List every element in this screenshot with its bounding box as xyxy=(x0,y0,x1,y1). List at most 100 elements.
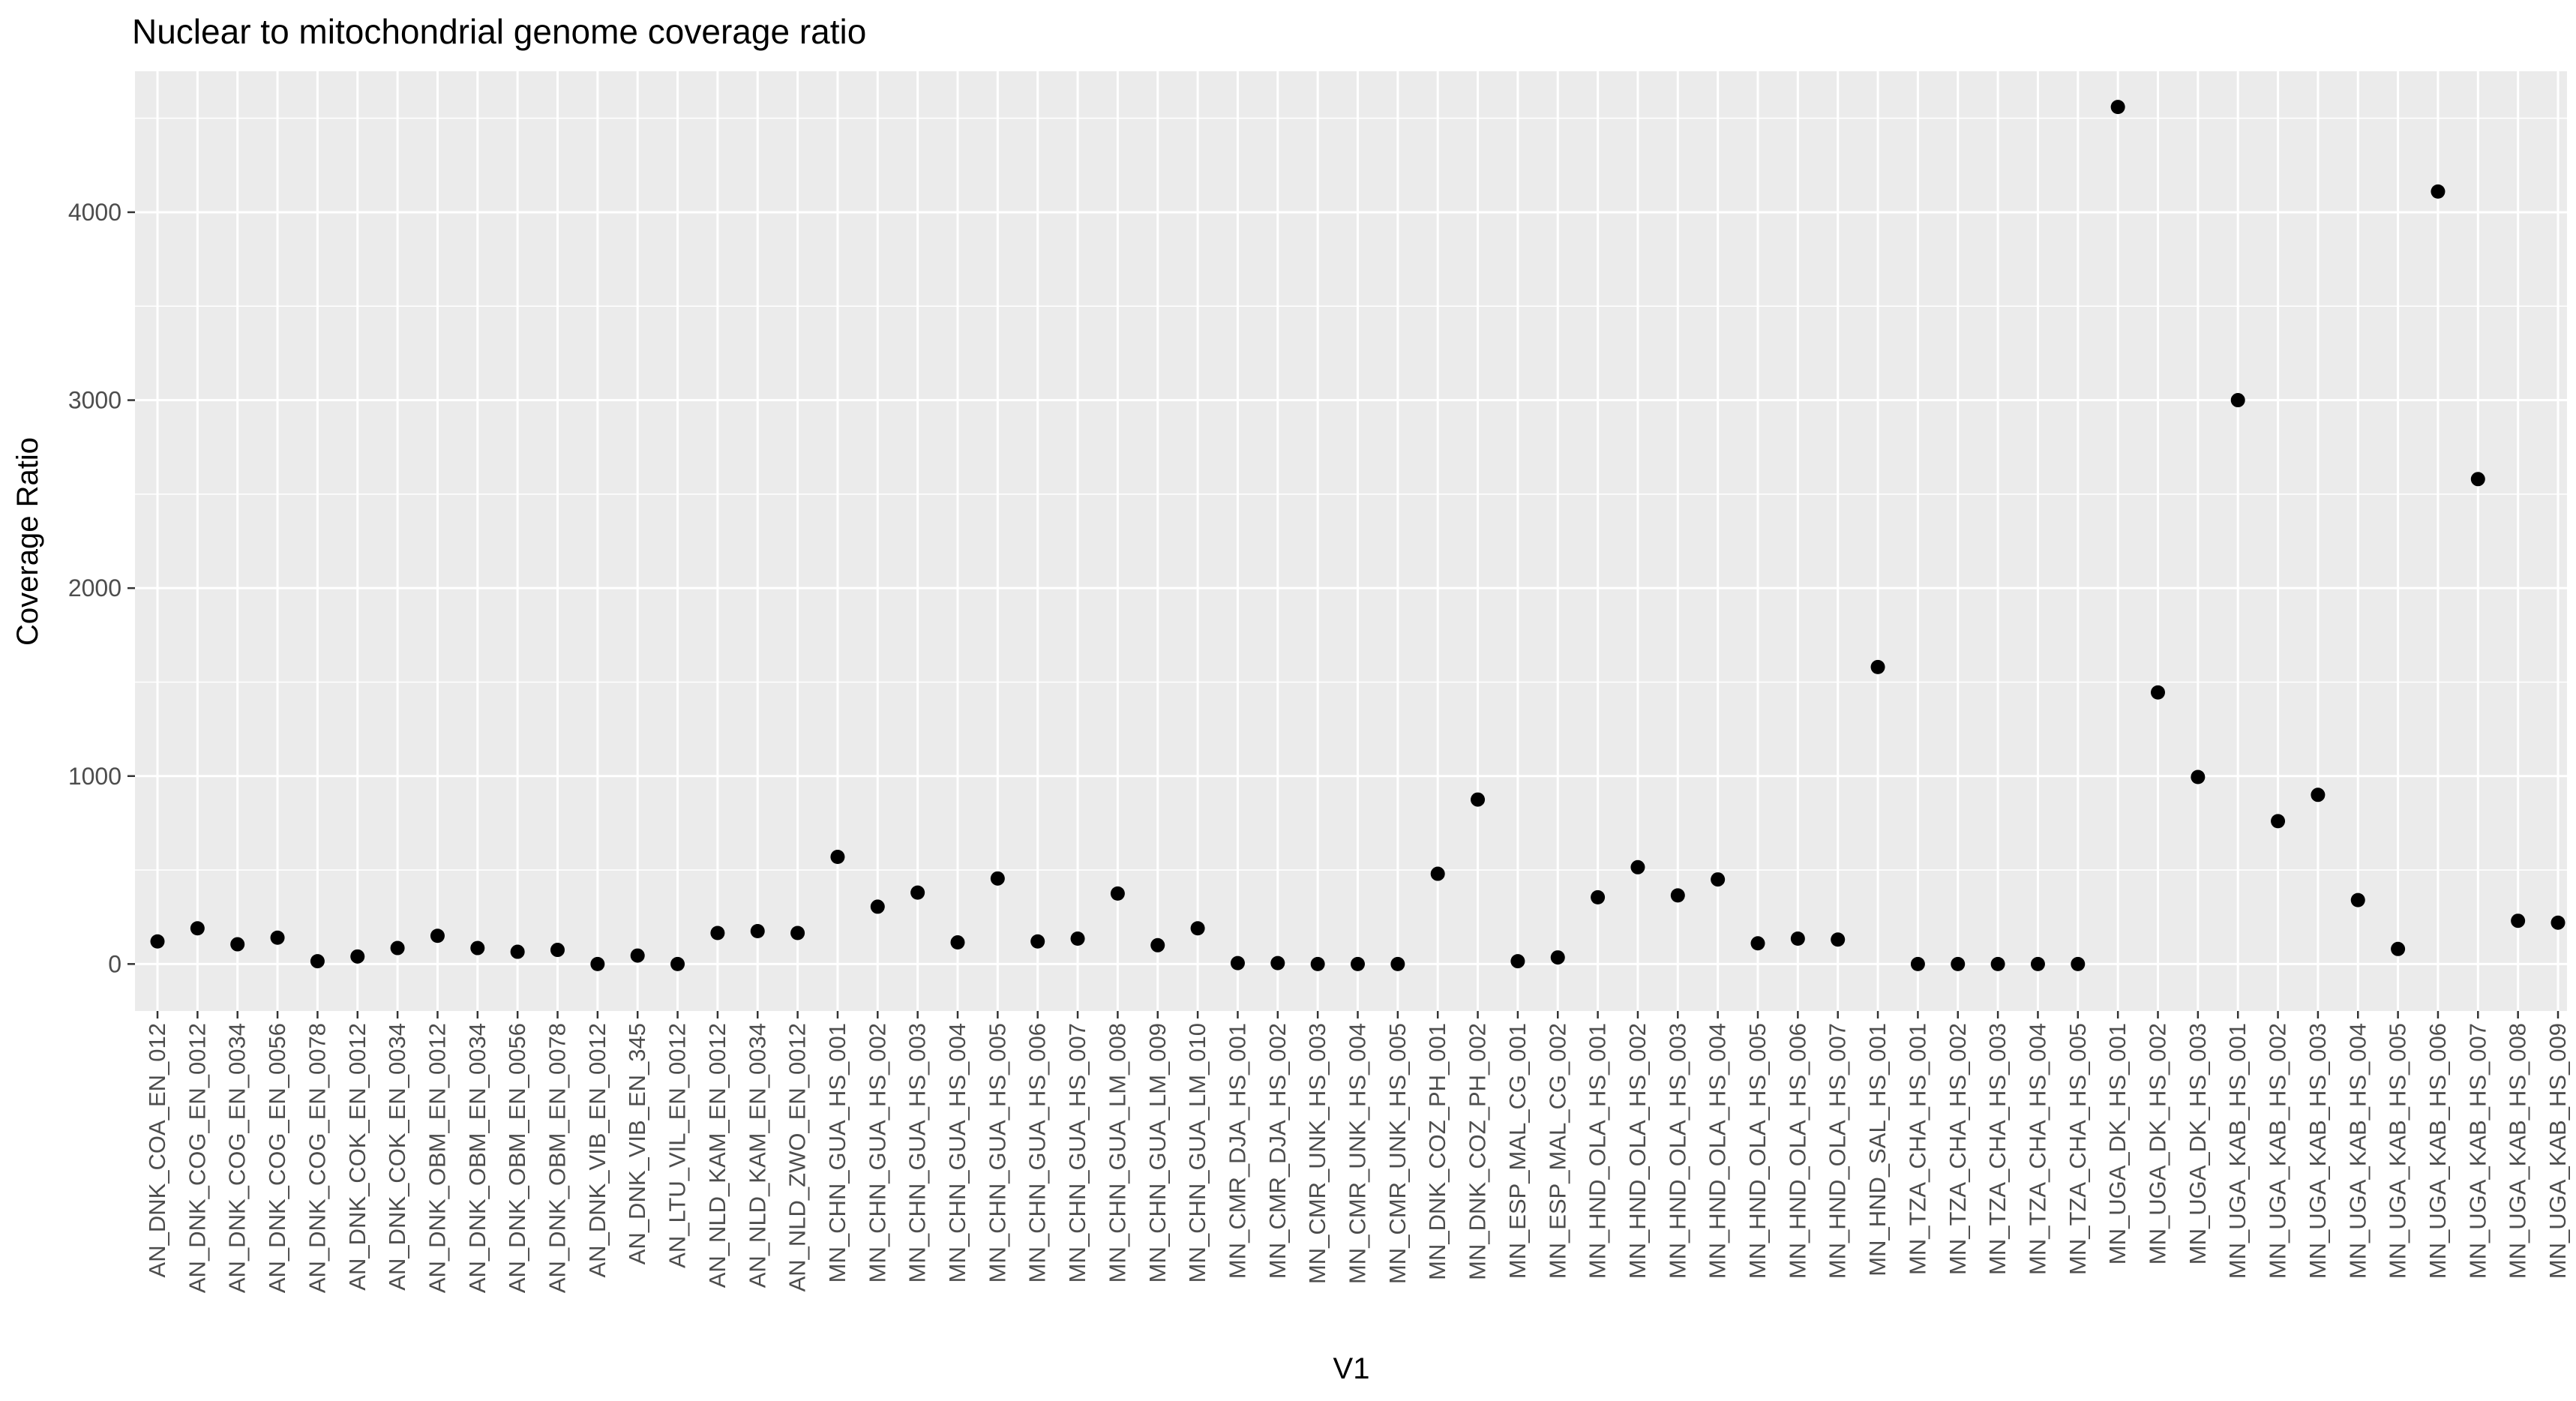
data-point xyxy=(2431,184,2446,199)
data-point xyxy=(1711,872,1726,887)
x-tick-label: MN_CMR_DJA_HS_001 xyxy=(1224,1023,1250,1279)
x-tick-label: MN_DNK_COZ_PH_001 xyxy=(1424,1023,1450,1280)
data-point xyxy=(1510,954,1525,969)
x-tick-label: MN_UGA_KAB_HS_003 xyxy=(2305,1023,2331,1279)
x-tick-label: MN_CHN_GUA_HS_001 xyxy=(824,1023,850,1282)
y-axis-title: Coverage Ratio xyxy=(11,437,44,646)
data-point xyxy=(2030,956,2045,971)
data-point xyxy=(2151,685,2165,700)
plot-panel xyxy=(135,71,2567,1011)
x-tick-label: AN_DNK_OBM_EN_0078 xyxy=(544,1023,571,1293)
x-tick-label: MN_TZA_CHA_HS_005 xyxy=(2065,1023,2091,1275)
x-tick-label: AN_DNK_COK_EN_0034 xyxy=(384,1023,410,1291)
x-tick-label: AN_LTU_VIL_EN_0012 xyxy=(664,1023,691,1268)
x-tick-label: MN_UGA_KAB_HS_008 xyxy=(2505,1023,2531,1279)
x-tick-label: MN_CMR_UNK_HS_004 xyxy=(1345,1023,1371,1284)
data-point xyxy=(190,921,205,936)
data-point xyxy=(470,940,485,956)
data-point xyxy=(2511,914,2526,928)
data-point xyxy=(1230,956,1245,970)
y-tick-label: 4000 xyxy=(68,199,121,226)
x-tick-label: AN_DNK_COA_EN_012 xyxy=(144,1023,170,1277)
x-tick-label: MN_CHN_GUA_HS_007 xyxy=(1064,1023,1090,1282)
data-point xyxy=(1990,956,2005,971)
x-tick-label: MN_DNK_COZ_PH_002 xyxy=(1465,1023,1491,1280)
x-tick-label: MN_UGA_KAB_HS_009 xyxy=(2545,1023,2571,1279)
x-tick-label: MN_UGA_KAB_HS_004 xyxy=(2344,1023,2371,1279)
data-point xyxy=(950,935,965,950)
x-tick-label: MN_HND_OLA_HS_005 xyxy=(1744,1023,1771,1279)
y-tick-label: 0 xyxy=(108,950,121,977)
x-tick-label: MN_CMR_UNK_HS_005 xyxy=(1384,1023,1411,1284)
data-point xyxy=(910,885,925,900)
data-point xyxy=(1351,956,1365,971)
x-tick-label: AN_DNK_OBM_EN_0056 xyxy=(504,1023,530,1293)
x-tick-label: MN_HND_OLA_HS_001 xyxy=(1585,1023,1611,1279)
x-tick-label: MN_UGA_KAB_HS_006 xyxy=(2425,1023,2451,1279)
data-point xyxy=(2071,956,2086,971)
x-tick-label: MN_CHN_GUA_HS_004 xyxy=(944,1023,970,1282)
x-tick-label: AN_NLD_ZWO_EN_0012 xyxy=(784,1023,811,1292)
x-axis-title: V1 xyxy=(1333,1352,1370,1385)
data-point xyxy=(150,934,165,949)
data-point xyxy=(1430,866,1445,881)
x-axis: AN_DNK_COA_EN_012 AN_DNK_COG_EN_0012 AN_DN… xyxy=(144,1011,2571,1293)
major-gridlines xyxy=(135,71,2567,1011)
data-point xyxy=(2191,770,2206,784)
y-tick-label: 3000 xyxy=(68,387,121,414)
data-point xyxy=(1150,938,1165,952)
data-point xyxy=(2230,393,2245,408)
data-point xyxy=(1591,890,1606,904)
data-point xyxy=(1390,956,1405,971)
data-point xyxy=(1630,860,1645,874)
x-tick-label: MN_UGA_KAB_HS_001 xyxy=(2224,1023,2251,1279)
x-tick-label: MN_HND_SAL_HS_001 xyxy=(1864,1023,1891,1276)
x-tick-label: AN_NLD_KAM_EN_0034 xyxy=(744,1023,770,1288)
y-tick-label: 2000 xyxy=(68,574,121,602)
x-tick-label: MN_CMR_UNK_HS_003 xyxy=(1304,1023,1330,1284)
x-tick-label: MN_CHN_GUA_LM_010 xyxy=(1184,1023,1210,1282)
data-point xyxy=(790,926,805,940)
x-tick-label: MN_UGA_DK_HS_003 xyxy=(2185,1023,2211,1264)
x-tick-label: MN_ESP_MAL_CG_001 xyxy=(1504,1023,1531,1279)
x-tick-label: MN_HND_OLA_HS_002 xyxy=(1624,1023,1651,1279)
data-point xyxy=(2271,814,2286,829)
x-tick-label: AN_NLD_KAM_EN_0012 xyxy=(704,1023,730,1288)
data-point xyxy=(2350,892,2365,908)
x-tick-label: AN_DNK_VIB_EN_0012 xyxy=(584,1023,610,1277)
data-point xyxy=(230,937,245,952)
data-point xyxy=(1190,921,1205,936)
x-tick-label: MN_UGA_DK_HS_001 xyxy=(2104,1023,2131,1264)
x-tick-label: MN_CMR_DJA_HS_002 xyxy=(1264,1023,1291,1279)
x-tick-label: MN_CHN_GUA_HS_006 xyxy=(1024,1023,1051,1282)
data-point xyxy=(2110,100,2125,115)
x-tick-label: MN_UGA_KAB_HS_005 xyxy=(2385,1023,2411,1279)
data-point xyxy=(310,954,325,969)
data-point xyxy=(590,956,605,971)
data-point xyxy=(1471,792,1486,807)
x-tick-label: MN_CHN_GUA_LM_008 xyxy=(1104,1023,1130,1282)
x-tick-label: MN_ESP_MAL_CG_002 xyxy=(1544,1023,1570,1279)
data-point xyxy=(2311,788,2326,802)
data-point xyxy=(1790,932,1805,946)
data-point xyxy=(1670,888,1685,903)
minor-gridlines xyxy=(135,117,2567,871)
data-point xyxy=(1831,932,1846,947)
data-point xyxy=(390,940,405,956)
data-point xyxy=(1870,659,1885,674)
x-tick-label: MN_TZA_CHA_HS_003 xyxy=(1984,1023,2011,1275)
data-point xyxy=(510,944,525,959)
x-tick-label: MN_HND_OLA_HS_007 xyxy=(1825,1023,1851,1279)
y-tick-label: 1000 xyxy=(68,763,121,790)
x-tick-label: AN_DNK_COG_EN_0078 xyxy=(304,1023,330,1293)
x-tick-label: MN_CHN_GUA_HS_003 xyxy=(904,1023,931,1282)
x-tick-label: MN_HND_OLA_HS_003 xyxy=(1664,1023,1690,1279)
x-tick-label: AN_DNK_VIB_EN_345 xyxy=(624,1023,650,1264)
data-points xyxy=(150,100,2566,971)
data-point xyxy=(1030,934,1045,949)
x-tick-label: AN_DNK_COG_EN_0012 xyxy=(184,1023,210,1293)
x-tick-label: AN_DNK_COG_EN_0034 xyxy=(224,1023,250,1293)
data-point xyxy=(830,850,845,865)
data-point xyxy=(1910,956,1925,971)
